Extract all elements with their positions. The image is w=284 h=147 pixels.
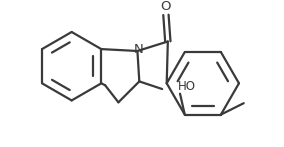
Text: HO: HO [178,80,196,93]
Text: N: N [133,43,143,56]
Text: O: O [161,0,171,13]
